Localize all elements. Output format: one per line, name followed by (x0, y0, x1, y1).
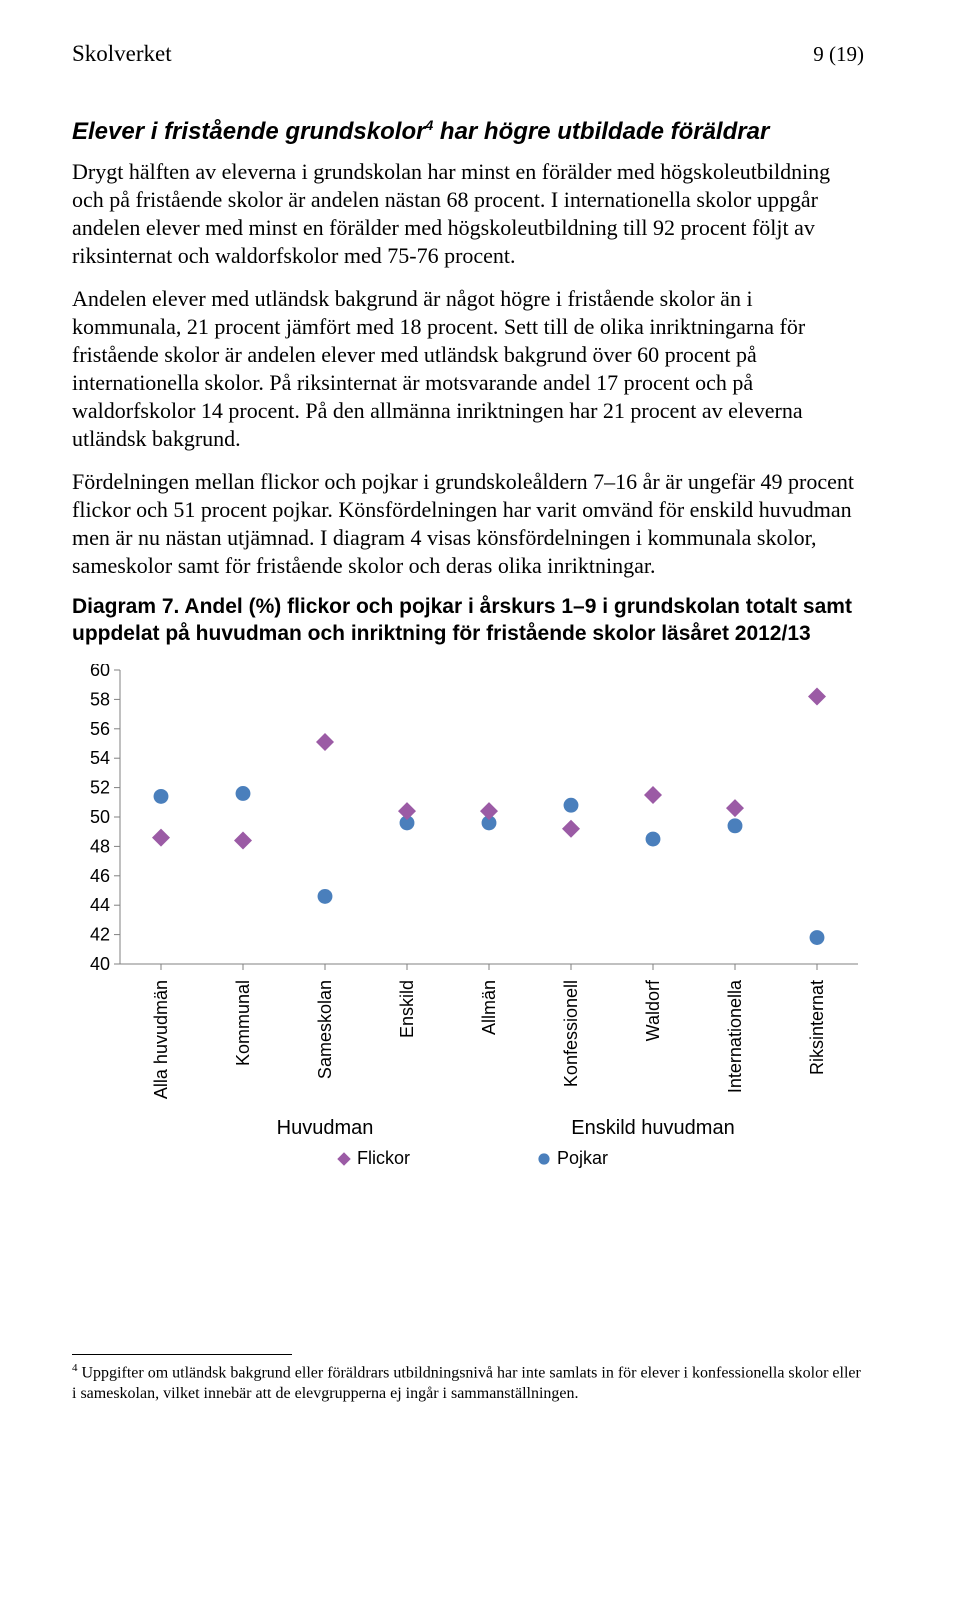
svg-text:Enskild: Enskild (397, 980, 417, 1038)
diagram-title: Diagram 7. Andel (%) flickor och pojkar … (72, 594, 864, 648)
svg-text:Sameskolan: Sameskolan (315, 980, 335, 1079)
svg-text:46: 46 (90, 866, 110, 886)
footnote-rule (72, 1354, 292, 1355)
heading-post: har högre utbildade föräldrar (433, 118, 769, 145)
paragraph-2: Andelen elever med utländsk bakgrund är … (72, 285, 864, 454)
svg-text:Flickor: Flickor (357, 1148, 410, 1168)
svg-text:Pojkar: Pojkar (557, 1148, 608, 1168)
chart-svg: 40 42 44 46 48 50 52 54 56 58 60 Alla huvudmän Kommu… (74, 664, 864, 1204)
svg-text:60: 60 (90, 664, 110, 680)
svg-text:52: 52 (90, 778, 110, 798)
page-number: 9 (19) (813, 42, 864, 67)
svg-text:Kommunal: Kommunal (233, 980, 253, 1066)
page: Skolverket 9 (19) Elever i fristående gr… (0, 0, 960, 1444)
svg-text:50: 50 (90, 807, 110, 827)
svg-text:48: 48 (90, 836, 110, 856)
svg-text:Internationella: Internationella (725, 979, 745, 1093)
svg-text:Waldorf: Waldorf (643, 979, 663, 1041)
section-heading: Elever i fristående grundskolor4 har hög… (72, 117, 864, 146)
diagram-7-chart: 40 42 44 46 48 50 52 54 56 58 60 Alla huvudmän Kommu… (74, 664, 864, 1204)
svg-text:56: 56 (90, 719, 110, 739)
svg-text:44: 44 (90, 895, 110, 915)
svg-text:Allmän: Allmän (479, 980, 499, 1035)
brand: Skolverket (72, 41, 172, 67)
svg-text:58: 58 (90, 689, 110, 709)
svg-text:40: 40 (90, 954, 110, 974)
svg-text:42: 42 (90, 925, 110, 945)
svg-text:Riksinternat: Riksinternat (807, 980, 827, 1075)
footnote-text: Uppgifter om utländsk bakgrund eller för… (72, 1364, 861, 1401)
heading-pre: Elever i fristående grundskolor (72, 118, 425, 145)
svg-text:Alla huvudmän: Alla huvudmän (151, 980, 171, 1099)
header-bar: Skolverket 9 (19) (72, 12, 864, 67)
svg-text:Huvudman: Huvudman (277, 1117, 374, 1139)
svg-text:Enskild huvudman: Enskild huvudman (571, 1117, 734, 1139)
paragraph-1: Drygt hälften av eleverna i grundskolan … (72, 158, 864, 271)
paragraph-3: Fördelningen mellan flickor och pojkar i… (72, 468, 864, 581)
svg-text:Konfessionell: Konfessionell (561, 980, 581, 1087)
svg-text:54: 54 (90, 748, 110, 768)
footnote: 4 Uppgifter om utländsk bakgrund eller f… (72, 1361, 864, 1404)
